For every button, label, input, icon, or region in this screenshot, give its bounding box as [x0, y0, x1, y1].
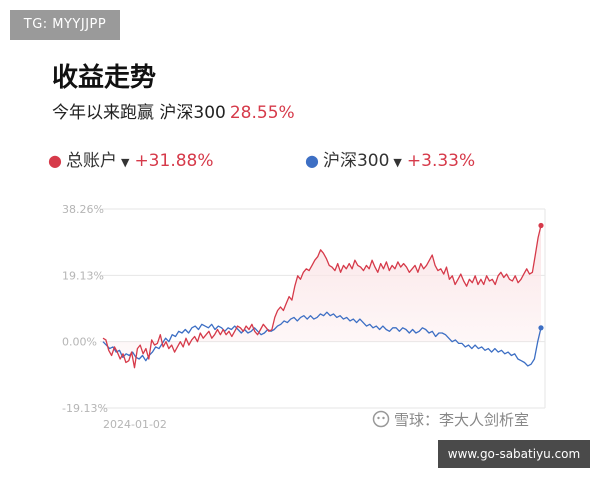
- caret-down-icon: ▼: [393, 156, 402, 169]
- total-account-line: [102, 225, 542, 369]
- legend-total-account[interactable]: ● 总账户 ▼ +31.88%: [48, 146, 214, 171]
- hs300-end-point: [538, 325, 544, 331]
- hs300-line: [102, 311, 542, 367]
- watermark-text: 雪球：李大人剑析室: [394, 411, 530, 429]
- legend-hs300-label: 沪深300: [322, 151, 390, 171]
- outperform-label: 今年以来跑赢 沪深300: [52, 103, 226, 123]
- legend-hs300-change: +3.33%: [406, 151, 476, 171]
- snowball-icon: [372, 410, 390, 428]
- red-dot-icon: ●: [48, 151, 62, 170]
- xueqiu-watermark: 雪球：李大人剑析室: [372, 409, 529, 430]
- blue-dot-icon: ●: [305, 151, 319, 170]
- caret-down-icon: ▼: [120, 156, 130, 169]
- x-tick-label: 2024-01-02: [103, 418, 167, 431]
- page-title: 收益走势: [52, 63, 157, 93]
- legend-total-label: 总账户: [65, 151, 117, 171]
- legend-total-change: +31.88%: [134, 151, 214, 171]
- y-tick-label: 38.26%: [62, 203, 104, 216]
- returns-chart: 38.26% 19.13% 0.00% -19.13% 2024-01-02: [62, 203, 546, 431]
- outperform-value: 28.55%: [229, 103, 295, 123]
- tg-badge: TG: MYYJJPP: [10, 10, 120, 40]
- outperform-summary: 今年以来跑赢 沪深300 28.55%: [52, 98, 295, 123]
- total-account-end-point: [538, 222, 544, 229]
- legend-hs300[interactable]: ● 沪深300 ▼ +3.33%: [305, 146, 475, 171]
- total-account-area: [103, 225, 541, 368]
- site-url-banner: www.go-sabatiyu.com: [438, 440, 590, 468]
- y-tick-label: -19.13%: [62, 402, 108, 415]
- y-tick-label: 0.00%: [62, 336, 97, 349]
- y-tick-label: 19.13%: [62, 269, 104, 282]
